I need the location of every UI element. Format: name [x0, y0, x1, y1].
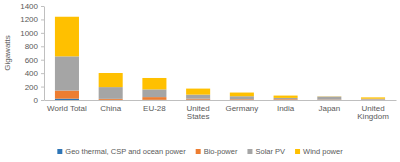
- series: [55, 56, 385, 99]
- x-tick: UnitedStates: [187, 100, 210, 121]
- bar: [186, 89, 210, 95]
- legend-label: Wind power: [303, 147, 343, 156]
- x-tick-label-line: United: [187, 104, 210, 113]
- y-tick: 600: [25, 56, 44, 65]
- y-tick-label: 1000: [20, 29, 38, 38]
- legend-swatch: [196, 149, 201, 154]
- legend-item: Geo thermal, CSP and ocean power: [57, 147, 186, 156]
- legend-label: Geo thermal, CSP and ocean power: [65, 147, 186, 156]
- bar: [361, 97, 385, 98]
- chart-container: 0 200 400 600 800 1000 1200 1400 Gigawatts World …: [0, 0, 400, 162]
- x-axis: World TotalChinaEU-28UnitedStatesGermany…: [45, 100, 397, 121]
- bar: [317, 97, 341, 100]
- bar: [274, 99, 298, 100]
- x-tick-label-line: Kingdom: [357, 112, 389, 121]
- legend-swatch: [57, 149, 62, 154]
- y-tick: 200: [25, 83, 44, 92]
- y-tick-mark: [41, 33, 44, 34]
- y-tick: 400: [25, 69, 44, 78]
- y-tick-label: 800: [25, 42, 39, 51]
- x-tick: World Total: [47, 100, 87, 113]
- x-tick-label: UnitedKingdom: [357, 104, 389, 122]
- x-tick: Germany: [225, 100, 258, 113]
- bar: [142, 89, 166, 97]
- series: [55, 17, 385, 99]
- y-tick-label: 200: [25, 83, 39, 92]
- y-tick-mark: [41, 73, 44, 74]
- legend-item: Wind power: [295, 147, 343, 156]
- bar: [142, 78, 166, 89]
- y-tick-mark: [41, 100, 44, 101]
- legend-swatch: [247, 149, 252, 154]
- y-tick-label: 600: [25, 56, 39, 65]
- plot: 0 200 400 600 800 1000 1200 1400 Gigawatts World …: [3, 2, 397, 121]
- bar: [99, 87, 123, 99]
- x-tick-label: World Total: [47, 104, 87, 113]
- bar: [274, 96, 298, 98]
- bar: [230, 96, 254, 99]
- legend-item: Solar PV: [247, 147, 285, 156]
- y-tick: 0: [34, 96, 44, 105]
- y-tick-mark: [41, 60, 44, 61]
- chart: 0 200 400 600 800 1000 1200 1400 Gigawatts World …: [0, 0, 400, 162]
- y-axis: 0 200 400 600 800 1000 1200 1400: [20, 2, 44, 105]
- y-tick: 1400: [20, 2, 44, 11]
- bar: [361, 99, 385, 100]
- y-tick-mark: [41, 46, 44, 47]
- y-tick: 1200: [20, 15, 44, 24]
- x-tick-label-line: States: [187, 112, 210, 121]
- bar: [361, 98, 385, 100]
- legend: Geo thermal, CSP and ocean power Bio-powe…: [57, 147, 343, 156]
- y-axis-title: Gigawatts: [3, 35, 12, 71]
- y-tick-mark: [41, 6, 44, 7]
- x-tick-label-line: United: [361, 104, 384, 113]
- legend-label: Solar PV: [255, 147, 285, 156]
- x-tick: Japan: [318, 100, 340, 113]
- x-tick: India: [277, 100, 295, 113]
- x-tick: UnitedKingdom: [357, 100, 389, 121]
- legend-label: Bio-power: [204, 147, 238, 156]
- bar: [99, 99, 123, 100]
- y-tick-label: 1400: [20, 2, 38, 11]
- bar: [230, 93, 254, 97]
- legend-item: Bio-power: [196, 147, 238, 156]
- x-tick: China: [100, 100, 121, 113]
- y-tick-label: 1200: [20, 15, 38, 24]
- bar: [99, 73, 123, 87]
- bar: [186, 95, 210, 99]
- x-tick-label: India: [277, 104, 295, 113]
- x-tick-label: Germany: [225, 104, 258, 113]
- x-tick: EU-28: [143, 100, 166, 113]
- y-axis-line: [44, 7, 45, 101]
- legend-swatch: [295, 149, 300, 154]
- y-tick-mark: [41, 87, 44, 88]
- bars: [55, 17, 385, 100]
- x-axis-line: [45, 100, 397, 101]
- x-tick-label: UnitedStates: [187, 104, 210, 122]
- x-tick-label: EU-28: [143, 104, 166, 113]
- bar: [99, 99, 123, 100]
- bar: [55, 99, 79, 100]
- bar: [55, 56, 79, 90]
- bar: [317, 96, 341, 97]
- bar: [274, 98, 298, 99]
- bar: [142, 97, 166, 100]
- y-tick-label: 0: [34, 96, 39, 105]
- bar: [55, 17, 79, 57]
- bar: [230, 99, 254, 100]
- bar: [186, 99, 210, 100]
- bar: [361, 99, 385, 100]
- y-tick: 1000: [20, 29, 44, 38]
- bar: [55, 91, 79, 99]
- x-tick-label: Japan: [318, 104, 340, 113]
- y-tick-label: 400: [25, 69, 39, 78]
- x-tick-label: China: [100, 104, 121, 113]
- bar: [274, 99, 298, 100]
- y-tick: 800: [25, 42, 44, 51]
- y-tick-mark: [41, 19, 44, 20]
- bar: [186, 99, 210, 100]
